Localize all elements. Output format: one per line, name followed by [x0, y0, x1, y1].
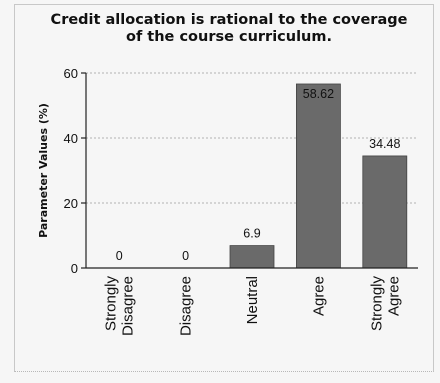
bar — [362, 155, 408, 269]
data-label: 34.48 — [369, 137, 400, 151]
x-tick-label: Neutral — [244, 276, 261, 324]
x-tick-label: Agree — [310, 276, 327, 316]
y-tick-label: 60 — [64, 66, 78, 81]
chart-frame — [14, 4, 434, 372]
data-label: 0 — [116, 249, 123, 263]
y-tick-label: 0 — [71, 261, 78, 276]
data-label: 6.9 — [243, 227, 260, 241]
y-tick-label: 20 — [64, 196, 78, 211]
x-tick-label: Agree — [385, 276, 402, 316]
x-tick-label: Disagree — [178, 276, 195, 336]
x-tick-label: Strongly — [103, 276, 120, 332]
chart-title-line-1: Credit allocation is rational to the cov… — [50, 12, 408, 28]
x-tick-label: Strongly — [368, 276, 385, 332]
bars — [229, 83, 408, 269]
chart-title: Credit allocation is rational to the cov… — [24, 12, 434, 46]
y-axis-label: Parameter Values (%) — [37, 103, 50, 238]
x-tick-label: Disagree — [120, 276, 137, 336]
bar — [229, 245, 275, 269]
chart-title-line-2: of the course curriculum. — [125, 29, 333, 45]
bar — [295, 83, 341, 269]
data-label: 0 — [182, 249, 189, 263]
axes — [81, 72, 418, 269]
y-tick-label: 40 — [64, 131, 78, 146]
data-label: 58.62 — [303, 87, 334, 101]
